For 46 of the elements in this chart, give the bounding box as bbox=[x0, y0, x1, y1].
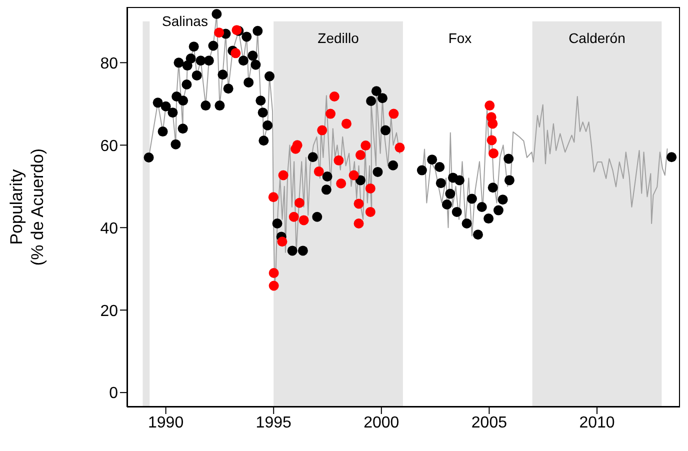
point bbox=[488, 148, 499, 158]
point bbox=[336, 178, 346, 188]
point bbox=[329, 91, 340, 102]
point bbox=[292, 140, 302, 150]
band-label: Zedillo bbox=[316, 30, 360, 46]
point bbox=[278, 170, 288, 180]
point bbox=[486, 135, 497, 146]
point bbox=[354, 218, 364, 228]
point bbox=[294, 198, 304, 208]
point bbox=[388, 108, 399, 119]
y-tick-label: 60 bbox=[100, 138, 118, 155]
point bbox=[326, 108, 336, 119]
point bbox=[298, 215, 309, 226]
y-tick-label: 0 bbox=[109, 385, 118, 402]
point bbox=[355, 150, 366, 160]
point bbox=[268, 268, 279, 278]
point bbox=[484, 100, 495, 111]
point bbox=[334, 155, 344, 166]
point bbox=[365, 206, 376, 217]
point bbox=[288, 212, 299, 222]
point bbox=[230, 48, 241, 58]
point bbox=[277, 236, 288, 247]
x-tick-label: 1995 bbox=[256, 414, 292, 432]
y-tick-label: 40 bbox=[100, 220, 118, 238]
annotation: Salinas bbox=[161, 13, 209, 29]
point bbox=[360, 140, 371, 151]
x-tick-label: 2005 bbox=[471, 414, 508, 432]
point bbox=[314, 166, 324, 177]
point bbox=[354, 198, 364, 209]
point bbox=[317, 125, 328, 136]
annotation: Fox bbox=[447, 30, 473, 46]
x-tick-label: 2000 bbox=[364, 414, 400, 432]
y-axis-title: Popularity (% de Acuerdo) bbox=[7, 148, 47, 266]
y-tick-label: 80 bbox=[100, 55, 118, 72]
x-tick-label: 1990 bbox=[148, 414, 184, 432]
point bbox=[488, 118, 498, 129]
band-label: Calderón bbox=[568, 30, 626, 46]
point bbox=[268, 192, 278, 202]
point bbox=[394, 142, 405, 153]
y-tick-label: 20 bbox=[100, 302, 118, 320]
point bbox=[268, 280, 279, 291]
point bbox=[348, 170, 359, 180]
point bbox=[214, 28, 224, 38]
point bbox=[341, 118, 352, 129]
x-tick-label: 2010 bbox=[579, 414, 615, 432]
point bbox=[365, 183, 376, 194]
